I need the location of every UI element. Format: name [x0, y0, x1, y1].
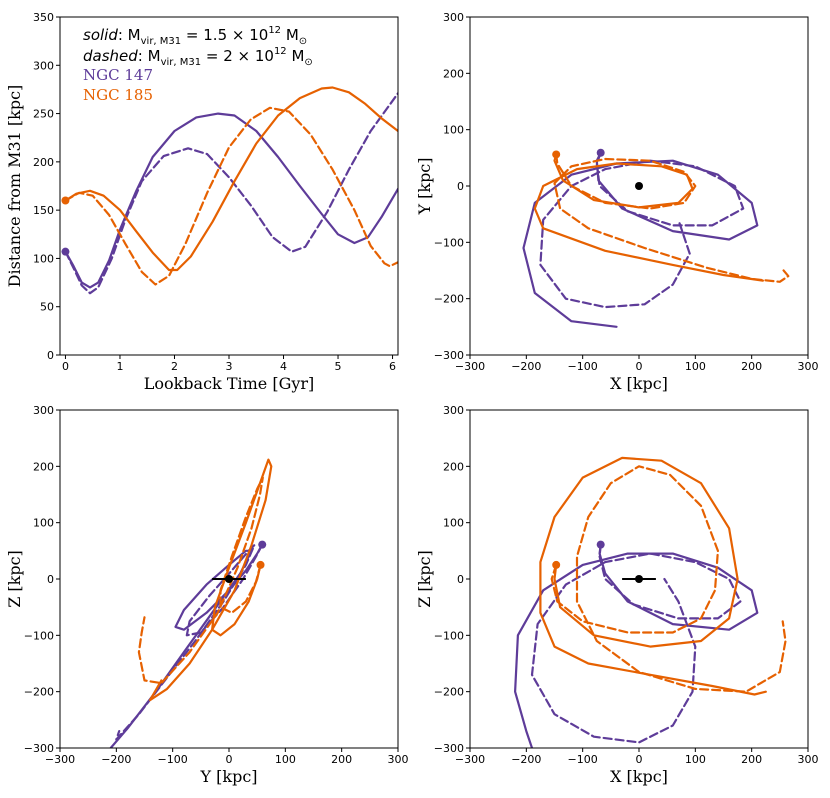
legend-dashed: dashed: Mvir, M31 = 2 × 1012 M⊙: [83, 46, 313, 68]
xz-xlabel: X [kpc]: [610, 767, 668, 786]
xy-xtick-label: −300: [455, 360, 485, 373]
yz-ytick-label: −100: [24, 629, 54, 642]
dist-xlabel: Lookback Time [Gyr]: [144, 374, 315, 393]
dist-ytick-label: 0: [47, 349, 54, 362]
xz-xtick-label: 100: [685, 753, 706, 766]
yz-panel: −300 −200 −100 0 100 200 300 −300 −200 −100 0 100 20…: [5, 404, 409, 786]
yz-ylabel: Z [kpc]: [5, 550, 24, 608]
xz-ytick-label: 200: [443, 460, 464, 473]
legend-ngc147: NGC 147: [83, 66, 153, 84]
yz-ytick-label: 300: [33, 404, 54, 417]
dist-ytick-label: 150: [33, 204, 54, 217]
dist-series-ngc185-solid: [64, 86, 398, 272]
xz-xtick-label: 200: [741, 753, 762, 766]
xz-series-ngc185-solid: [539, 456, 767, 696]
legend: solid: Mvir, M31 = 1.5 × 1012 M⊙ dashed:…: [83, 25, 313, 104]
xz-ytick-label: 100: [443, 517, 464, 530]
xz-series-ngc147-dashed: [530, 543, 742, 744]
xy-ytick-label: 200: [443, 67, 464, 80]
xz-m31-marker: [635, 575, 643, 583]
yz-ytick-label: −200: [24, 686, 54, 699]
xy-xtick-label: −200: [511, 360, 541, 373]
dist-xtick-label: 0: [62, 360, 69, 373]
xz-panel: −300 −200 −100 0 100 200 300 −300 −200 −100 0 100 20…: [415, 404, 819, 786]
dist-xtick-label: 1: [116, 360, 123, 373]
xy-xtick-label: 300: [798, 360, 819, 373]
dist-ylabel: Distance from M31 [kpc]: [5, 85, 24, 288]
yz-xtick-label: 300: [388, 753, 409, 766]
xy-ytick-label: 300: [443, 11, 464, 24]
yz-ytick-label: −300: [24, 742, 54, 755]
xy-series-group: [522, 148, 790, 328]
dist-ytick-label: 350: [33, 11, 54, 24]
dist-ytick-label: 50: [40, 301, 54, 314]
xy-ytick-label: −100: [434, 236, 464, 249]
yz-series-ngc185-dashed: [137, 476, 264, 685]
yz-m31-marker: [225, 575, 233, 583]
xz-ytick-label: 300: [443, 404, 464, 417]
legend-solid: solid: Mvir, M31 = 1.5 × 1012 M⊙: [83, 25, 307, 47]
xz-ytick-label: −300: [434, 742, 464, 755]
yz-xtick-label: 100: [275, 753, 296, 766]
yz-ytick-label: 100: [33, 517, 54, 530]
xy-panel: −300 −200 −100 0 100 200 300 −300 −200 −100 0 100 20…: [415, 11, 819, 393]
dist-ytick-label: 250: [33, 108, 54, 121]
yz-series-group: [109, 458, 273, 748]
xz-xtick-label: 0: [636, 753, 643, 766]
dist-ytick-label: 100: [33, 252, 54, 265]
yz-xtick-label: 0: [226, 753, 233, 766]
yz-xtick-label: −100: [158, 753, 188, 766]
yz-ytick-label: 200: [33, 460, 54, 473]
xz-xtick-label: 300: [798, 753, 819, 766]
dist-series-ngc147-solid: [64, 112, 398, 289]
xy-series-ngc185-dashed: [553, 153, 790, 283]
distance-panel: 0 1 2 3 4 5 6 0 50 100 150 200 250 300 350 Lookback Tim…: [5, 11, 399, 393]
xz-xtick-label: −200: [511, 753, 541, 766]
xz-ylabel: Z [kpc]: [415, 550, 434, 608]
xz-ytick-label: −200: [434, 686, 464, 699]
dist-xtick-label: 6: [389, 360, 396, 373]
xz-series-ngc185-dashed: [550, 465, 787, 693]
dist-xtick-label: 4: [280, 360, 287, 373]
xy-xtick-label: 100: [685, 360, 706, 373]
dist-xtick-label: 2: [171, 360, 178, 373]
xz-series-group: [513, 456, 787, 748]
xz-xtick-label: −100: [568, 753, 598, 766]
dist-ytick-label: 200: [33, 156, 54, 169]
xy-xtick-label: −100: [568, 360, 598, 373]
xy-ytick-label: 0: [457, 180, 464, 193]
yz-xtick-label: 200: [331, 753, 352, 766]
xy-ytick-label: 100: [443, 124, 464, 137]
yz-xtick-label: −300: [45, 753, 75, 766]
dist-xtick-label: 5: [335, 360, 342, 373]
legend-ngc185: NGC 185: [83, 86, 153, 104]
xz-xtick-label: −300: [455, 753, 485, 766]
xy-xtick-label: 200: [741, 360, 762, 373]
xy-ytick-label: −300: [434, 349, 464, 362]
dist-xtick-label: 3: [226, 360, 233, 373]
yz-series-ngc185-solid: [149, 458, 273, 702]
dist-series-ngc147-dashed: [64, 92, 398, 295]
xy-ytick-label: −200: [434, 293, 464, 306]
xy-m31-marker: [635, 182, 643, 190]
xz-ytick-label: 0: [457, 573, 464, 586]
xy-xlabel: X [kpc]: [610, 374, 668, 393]
yz-xlabel: Y [kpc]: [199, 767, 257, 786]
dist-series-group: [61, 86, 398, 295]
xy-series-ngc185-solid: [533, 153, 765, 282]
xy-ylabel: Y [kpc]: [415, 157, 434, 215]
xz-ytick-label: −100: [434, 629, 464, 642]
yz-ytick-label: 0: [47, 573, 54, 586]
yz-xtick-label: −200: [101, 753, 131, 766]
dist-series-ngc185-dashed: [64, 106, 398, 286]
dist-ytick-label: 300: [33, 59, 54, 72]
xy-xtick-label: 0: [636, 360, 643, 373]
